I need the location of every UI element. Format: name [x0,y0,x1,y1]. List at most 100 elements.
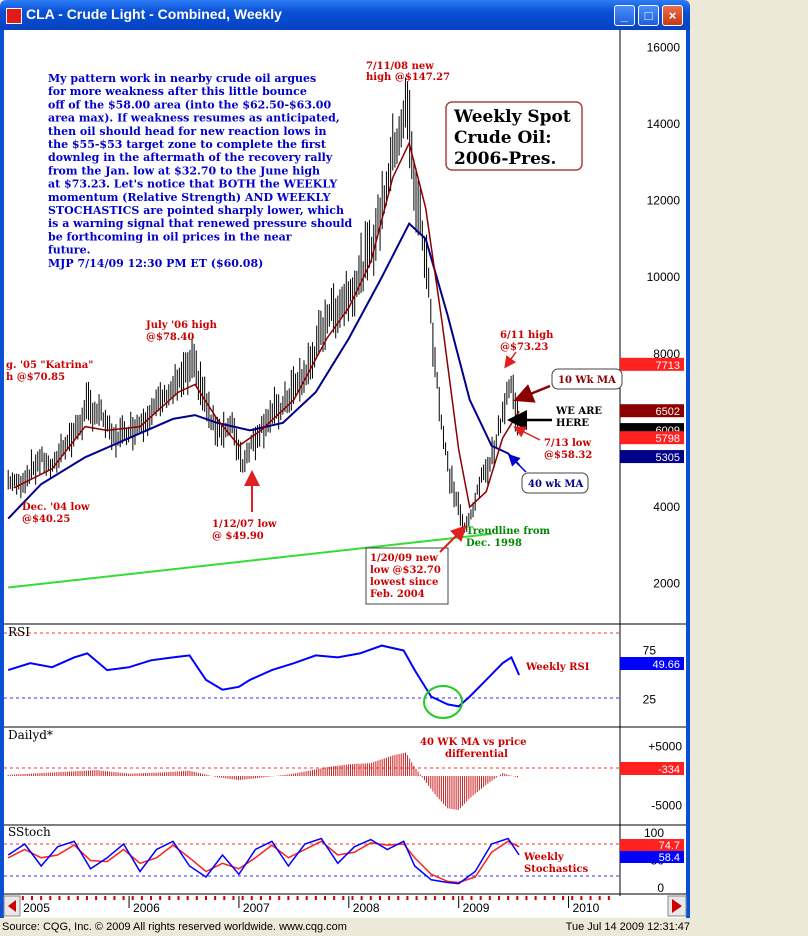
annotation-jun11-1: 6/11 high [500,330,554,341]
commentary-line: the $55-$53 target zone to complete the … [48,138,327,151]
minimize-button[interactable]: _ [614,5,635,26]
annotation-jan07-1: 1/12/07 low [212,519,277,530]
close-button[interactable]: × [662,5,683,26]
stoch-value-label: 74.7 [659,840,680,852]
window-titlebar[interactable]: CLA - Crude Light - Combined, Weekly _ □… [0,0,690,30]
diff-panel-label: Dailyd* [8,728,53,742]
diff-tick-label: -5000 [651,798,682,812]
commentary-line: is a warning signal that renewed pressur… [48,217,353,230]
stoch-value-box [620,851,684,863]
rsi-tick-label: 25 [643,693,657,707]
year-label: 2005 [23,901,50,915]
commentary-line: area max). If weakness resumes as antici… [48,112,340,125]
price-value-box [620,357,684,371]
price-value-box [620,404,684,418]
ma10-label: 10 Wk MA [558,375,616,386]
ma40-label-box [521,472,589,494]
stoch-tick-label: 100 [644,826,664,840]
price-value-label: 7713 [656,360,680,372]
commentary-line: STOCHASTICS are pointed sharply lower, w… [48,204,344,217]
arrow-jan09-low [439,525,467,553]
annotation-katrina-1: g. '05 "Katrina" [6,360,93,371]
stoch-value-label: 58.4 [659,852,680,864]
rsi-tick-label: 75 [643,644,657,658]
commentary-line: be forthcoming in oil prices in the near [48,230,292,243]
annotation-jan09-4: Feb. 2004 [370,589,425,600]
rsi-value-box [620,657,684,670]
price-value-label: 6502 [656,406,680,418]
diff-value-label: -334 [658,764,680,776]
scroll-left-icon [8,900,16,912]
arrow-jun11-high [504,351,517,369]
rsi-panel-label: RSI [8,625,30,639]
price-tick-label: 14000 [647,117,681,131]
we-are-here-2: HERE [556,418,589,429]
title-line-2: Crude Oil: [454,128,551,148]
year-label: 2008 [353,901,380,915]
stoch-d-line [7,840,520,884]
rsi-series-label: Weekly RSI [525,662,590,673]
maximize-button[interactable]: □ [638,5,659,26]
stoch-value-box [620,839,684,851]
price-value-label: 5305 [656,452,680,464]
ma10-line [13,140,520,509]
rsi-line [7,644,521,708]
annotation-jan07-2: @ $49.90 [212,531,264,542]
annotation-jan09-box [365,547,449,605]
price-tick-label: 4000 [653,500,680,514]
trendline-layer [8,532,492,589]
commentary-line: MJP 7/14/09 12:30 PM ET ($60.08) [48,257,263,270]
minimize-icon: _ [620,8,629,23]
title-line-3: 2006-Pres. [454,149,556,169]
trendline [8,532,492,589]
annotation-jan09-2: low @$32.70 [370,565,441,576]
year-label: 2007 [243,901,270,915]
commentary-text: My pattern work in nearby crude oil argu… [48,72,353,270]
app-icon [6,8,22,24]
diff-value-box [620,762,684,775]
title-line-1: Weekly Spot [453,107,571,127]
price-tick-label: 8000 [653,347,680,361]
price-value-box [620,431,684,445]
stoch-series-label-2: Stochastics [524,864,588,875]
annotation-trendline-1: Trendline from [466,526,551,537]
commentary-line: at $73.23. Let's notice that BOTH the WE… [48,178,337,191]
price-tick-label: 12000 [647,194,681,208]
differential-layer [7,752,518,811]
year-label: 2006 [133,901,160,915]
close-icon: × [668,8,677,23]
annotation-july06-1: July '06 high [145,320,218,331]
diff-series-label-1: 40 WK MA vs price [420,737,527,748]
commentary-line: then oil should head for new reaction lo… [48,125,327,138]
arrow-ma40 [507,453,527,473]
arrow-ma10 [513,384,551,403]
annotation-dec04-2: @$40.25 [22,514,70,525]
window-title: CLA - Crude Light - Combined, Weekly [26,6,282,22]
rsi-layer [7,644,521,708]
price-tick-label: 2000 [653,577,680,591]
annotation-high-0708-1: 7/11/08 new [366,61,434,72]
price-value-label: 5798 [656,433,680,445]
commentary-line: momentum (Relative Strength) AND WEEKLY [48,191,331,204]
stoch-k-line [7,837,520,885]
diff-tick-label: +5000 [648,740,682,754]
annotation-jul13-2: @$58.32 [544,450,592,461]
annotation-july06-2: @$78.40 [146,332,194,343]
chart-canvas[interactable]: 1600014000120001000080006000400020007525… [0,30,690,918]
we-are-here-1: WE ARE [555,406,602,417]
status-timestamp: Tue Jul 14 2009 12:31:47 [565,921,690,933]
price-tick-label: 10000 [647,270,681,284]
commentary-line: off of the $58.00 area (into the $62.50-… [48,98,331,111]
annotation-katrina-2: h @$70.85 [6,372,65,383]
year-label: 2010 [573,901,600,915]
stoch-series-label-1: Weekly [523,852,565,863]
stochastics-layer [7,837,520,885]
commentary-line: for more weakness after this little boun… [48,85,307,98]
commentary-line: from the Jan. low at $32.70 to the June … [48,164,320,177]
ma40-label: 40 wk MA [528,479,583,490]
title-box [445,101,583,171]
stoch-tick-label: 0 [657,881,664,895]
price-tick-label: 16000 [647,40,681,54]
annotation-jul13-1: 7/13 low [544,438,591,449]
